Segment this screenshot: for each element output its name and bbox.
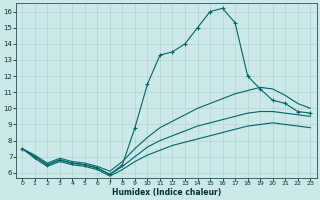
X-axis label: Humidex (Indice chaleur): Humidex (Indice chaleur): [112, 188, 221, 197]
